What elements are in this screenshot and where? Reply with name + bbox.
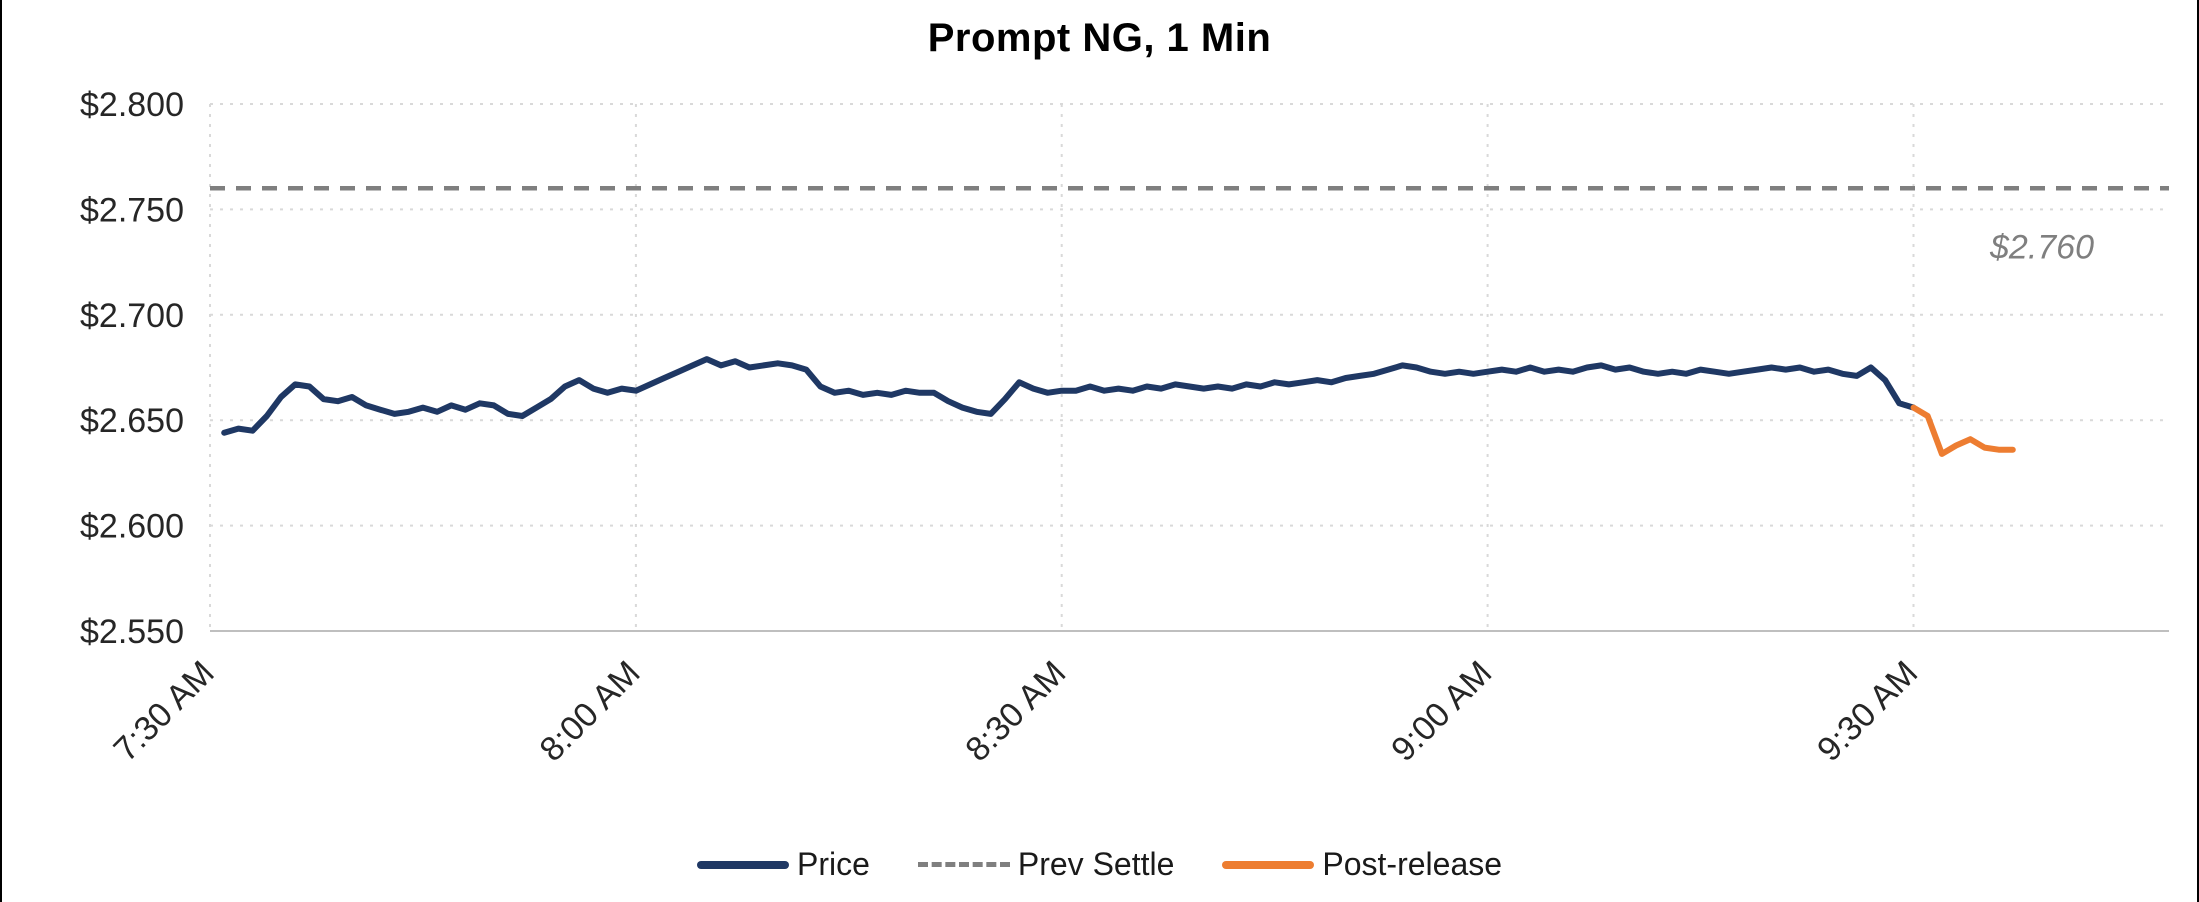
legend-label-prev-settle: Prev Settle: [1017, 846, 1175, 882]
post-release-line: [1910, 404, 2016, 457]
price-line-sample-icon: [696, 860, 789, 869]
y-axis-label: $2.700: [80, 297, 184, 335]
prev-settle-annotation: $2.760: [1989, 228, 2094, 266]
legend: Price Prev Settle Post-release: [2, 846, 2197, 883]
legend-label-price: Price: [796, 846, 870, 882]
y-axis-label: $2.550: [80, 613, 184, 651]
y-axis-label: $2.800: [80, 86, 184, 124]
x-axis-label: 8:00 AM: [532, 654, 647, 769]
legend-label-post-release: Post-release: [1322, 846, 1503, 882]
y-axis-label: $2.650: [80, 402, 184, 440]
legend-item-price: Price: [696, 846, 870, 883]
y-axis-label: $2.750: [80, 191, 184, 229]
x-axis-label: 8:30 AM: [958, 654, 1073, 769]
x-axis-label: 9:30 AM: [1810, 654, 1925, 769]
x-axis-label: 7:30 AM: [107, 654, 222, 769]
x-axis-label: 9:00 AM: [1384, 654, 1499, 769]
price-line: [221, 356, 1917, 436]
legend-item-prev-settle: Prev Settle: [917, 846, 1175, 883]
y-axis-label: $2.600: [80, 508, 184, 546]
legend-item-post-release: Post-release: [1222, 846, 1502, 883]
prev-settle-line-sample-icon: [917, 862, 1010, 867]
post-release-line-sample-icon: [1222, 860, 1315, 869]
chart-title: Prompt NG, 1 Min: [927, 16, 1272, 60]
